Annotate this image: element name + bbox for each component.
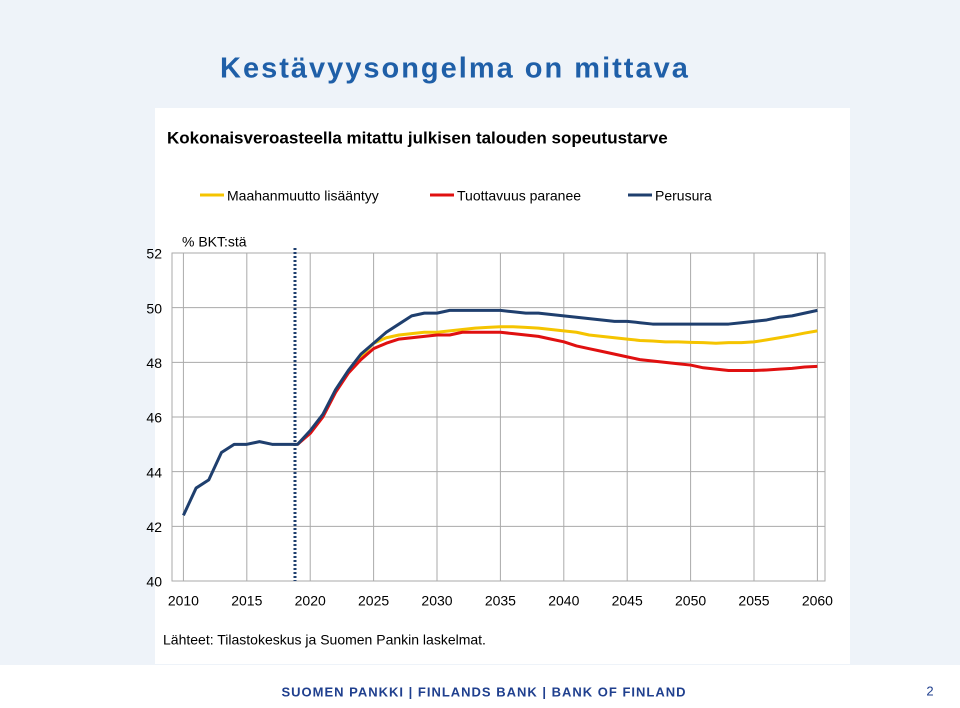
x-tick-label: 2050 (675, 593, 706, 609)
x-tick-label: 2015 (231, 593, 262, 609)
data-line (182, 308, 818, 517)
y-tick-label: 42 (146, 519, 162, 535)
x-tick-label: 2025 (358, 593, 389, 609)
y-tick-label: 50 (146, 300, 162, 316)
y-tick-label: 52 (146, 246, 162, 262)
y-tick-label: 44 (146, 464, 162, 480)
x-tick-label: 2055 (738, 593, 769, 609)
legend-label: Maahanmuutto lisääntyy (227, 188, 379, 204)
y-tick-label: 48 (146, 355, 162, 371)
y-tick-label: 46 (146, 410, 162, 426)
chart-title: Kokonaisveroasteella mitattu julkisen ta… (167, 128, 668, 147)
y-axis-label: % BKT:stä (182, 234, 247, 250)
x-tick-label: 2020 (295, 593, 326, 609)
x-tick-label: 2030 (421, 593, 452, 609)
slide-title: Kestävyysongelma on mittava (220, 53, 690, 85)
x-tick-label: 2035 (485, 593, 516, 609)
data-line (296, 325, 818, 446)
source-note: Lähteet: Tilastokeskus ja Suomen Pankin … (163, 632, 486, 648)
legend-label: Tuottavuus paranee (457, 188, 581, 204)
y-tick-label: 40 (146, 574, 162, 590)
x-tick-label: 2040 (548, 593, 579, 609)
x-tick-label: 2060 (802, 593, 833, 609)
footer: SUOMEN PANKKI | FINLANDS BANK | BANK OF … (281, 684, 686, 699)
page-number: 2 (926, 683, 933, 698)
x-tick-label: 2010 (168, 593, 199, 609)
data-line (296, 330, 818, 446)
legend-label: Perusura (655, 188, 712, 204)
chart-area (155, 108, 850, 664)
x-tick-label: 2045 (612, 593, 643, 609)
